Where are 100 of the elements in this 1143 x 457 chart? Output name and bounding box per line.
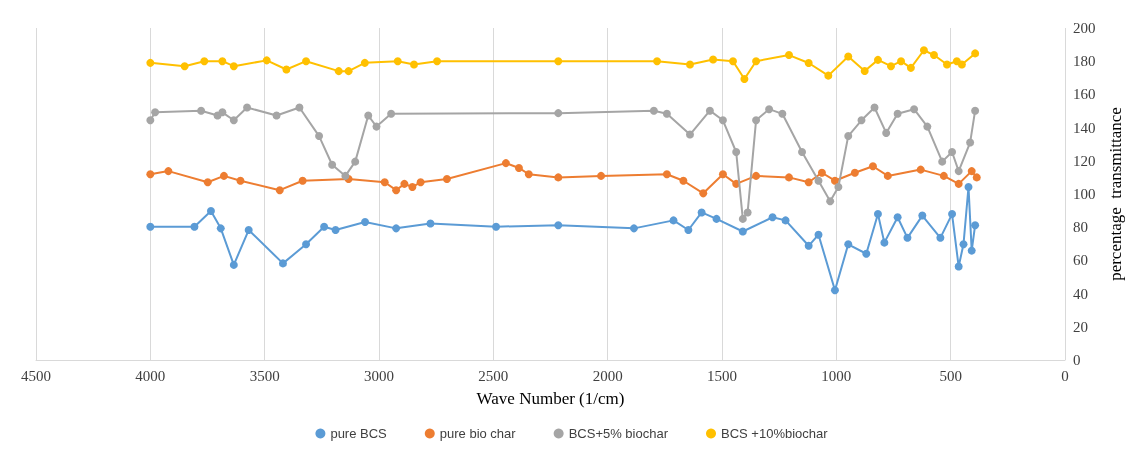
point xyxy=(244,226,253,235)
legend-label: pure BCS xyxy=(330,426,388,441)
x-tick-label: 2500 xyxy=(478,367,509,384)
point xyxy=(814,230,823,239)
point xyxy=(393,57,402,66)
point xyxy=(262,56,271,65)
point xyxy=(957,60,966,69)
point xyxy=(910,105,919,114)
x-axis-title: Wave Number (1/cm) xyxy=(476,389,625,408)
point xyxy=(752,116,761,125)
point xyxy=(728,57,737,66)
point xyxy=(705,106,714,115)
y-tick-label: 0 xyxy=(1073,352,1081,368)
point xyxy=(967,167,976,176)
legend-label: pure bio char xyxy=(439,426,517,441)
point xyxy=(850,168,859,177)
point xyxy=(712,214,721,223)
point xyxy=(804,59,813,68)
point xyxy=(492,222,501,231)
point xyxy=(938,157,947,166)
point xyxy=(426,219,435,228)
point xyxy=(916,165,925,174)
y-tick-label: 40 xyxy=(1073,285,1088,302)
point xyxy=(862,249,871,258)
point xyxy=(943,60,952,69)
point xyxy=(834,183,843,192)
point xyxy=(873,55,882,64)
point xyxy=(738,214,747,223)
point xyxy=(554,57,563,66)
point xyxy=(948,210,957,219)
point xyxy=(804,178,813,187)
point xyxy=(954,262,963,271)
point xyxy=(883,171,892,180)
point xyxy=(416,178,425,187)
point xyxy=(732,148,741,156)
point xyxy=(344,67,353,76)
point xyxy=(743,208,752,217)
point xyxy=(275,186,284,195)
point xyxy=(826,197,835,206)
point xyxy=(972,173,981,182)
point xyxy=(392,186,401,195)
point xyxy=(752,57,761,66)
point xyxy=(331,226,340,235)
point xyxy=(684,226,693,235)
point xyxy=(649,106,658,115)
point xyxy=(351,157,360,166)
point xyxy=(597,171,606,180)
point xyxy=(236,176,245,185)
point xyxy=(718,116,727,125)
x-tick-label: 4500 xyxy=(21,367,51,384)
y-axis-title: percentage transmittance xyxy=(1106,107,1125,281)
legend-label: BCS +10%biochar xyxy=(721,426,829,441)
point xyxy=(967,246,976,255)
point xyxy=(229,62,238,71)
legend-label: BCS+5% biochar xyxy=(568,426,669,441)
point xyxy=(229,260,238,269)
point xyxy=(315,132,324,141)
point xyxy=(360,58,369,67)
point xyxy=(785,173,793,182)
point xyxy=(824,71,833,80)
point xyxy=(302,240,311,249)
point xyxy=(966,138,975,147)
point xyxy=(709,55,718,64)
point xyxy=(203,178,212,187)
point xyxy=(554,221,563,230)
point xyxy=(860,67,869,75)
point xyxy=(219,171,228,180)
point xyxy=(923,122,932,131)
point xyxy=(897,57,906,66)
point xyxy=(180,62,189,71)
point xyxy=(765,105,774,114)
point xyxy=(151,108,160,117)
point xyxy=(971,106,980,115)
y-tick-label: 160 xyxy=(1073,86,1096,103)
x-tick-label: 2000 xyxy=(592,367,623,384)
y-tick-label: 60 xyxy=(1073,252,1088,269)
y-tick-label: 180 xyxy=(1073,53,1096,70)
point xyxy=(880,238,889,247)
x-tick-label: 3500 xyxy=(249,367,280,384)
point xyxy=(243,103,252,112)
point xyxy=(870,103,879,112)
point xyxy=(146,222,155,231)
point xyxy=(954,167,963,176)
point xyxy=(653,57,662,66)
point xyxy=(768,213,777,222)
point xyxy=(554,109,563,118)
point xyxy=(893,213,902,222)
point xyxy=(718,170,727,179)
point xyxy=(971,221,980,230)
point xyxy=(830,286,839,295)
point xyxy=(868,162,877,171)
point xyxy=(408,183,417,192)
point xyxy=(954,179,963,188)
point xyxy=(830,176,839,185)
point xyxy=(662,170,671,179)
point xyxy=(218,108,227,117)
point xyxy=(206,206,215,215)
point xyxy=(392,224,401,233)
x-tick-label: 500 xyxy=(939,367,962,384)
point xyxy=(524,170,533,179)
